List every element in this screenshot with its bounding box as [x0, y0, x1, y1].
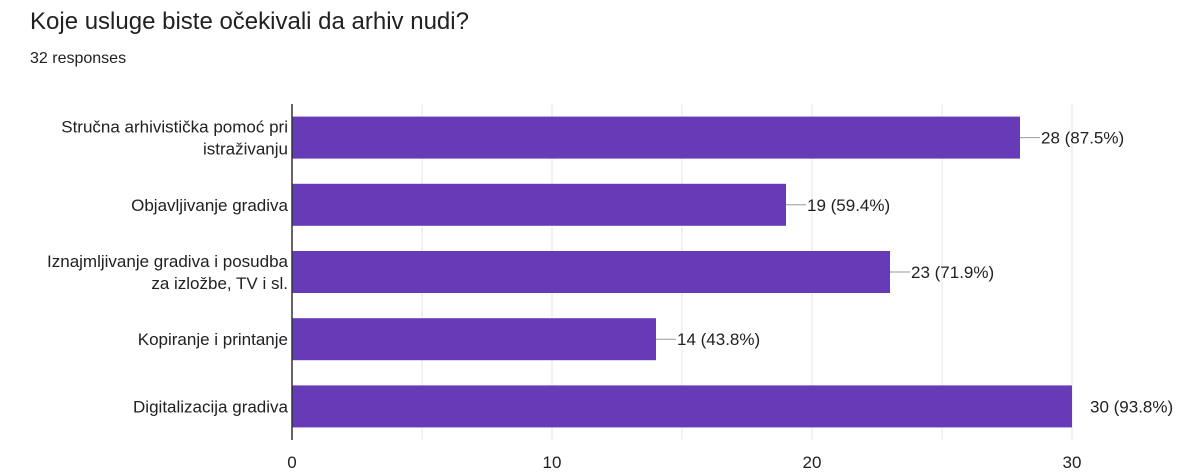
chart-title: Koje usluge biste očekivali da arhiv nud…	[30, 8, 469, 35]
bar	[292, 385, 1072, 428]
data-label: 19 (59.4%)	[807, 196, 890, 215]
category-label: Kopiranje i printanje	[138, 330, 288, 349]
bar	[292, 183, 786, 226]
data-label: 23 (71.9%)	[911, 263, 994, 282]
bar	[292, 116, 1020, 159]
x-tick-label: 20	[803, 453, 822, 472]
category-label: Stručna arhivistička pomoć pri	[61, 118, 288, 137]
category-label: Iznajmljivanje gradiva i posudba	[47, 252, 289, 271]
bar	[292, 318, 656, 361]
x-tick-label: 30	[1063, 453, 1082, 472]
category-label: istraživanju	[203, 140, 288, 159]
category-label: Objavljivanje gradiva	[131, 196, 288, 215]
data-label: 30 (93.8%)	[1090, 397, 1173, 416]
category-label: za izložbe, TV i sl.	[151, 274, 288, 293]
x-tick-label: 10	[543, 453, 562, 472]
data-label: 14 (43.8%)	[677, 330, 760, 349]
data-label: 28 (87.5%)	[1041, 129, 1124, 148]
response-count: 32 responses	[30, 50, 127, 67]
x-tick-label: 0	[287, 453, 296, 472]
category-label: Digitalizacija gradiva	[133, 397, 289, 416]
bar	[292, 251, 890, 293]
